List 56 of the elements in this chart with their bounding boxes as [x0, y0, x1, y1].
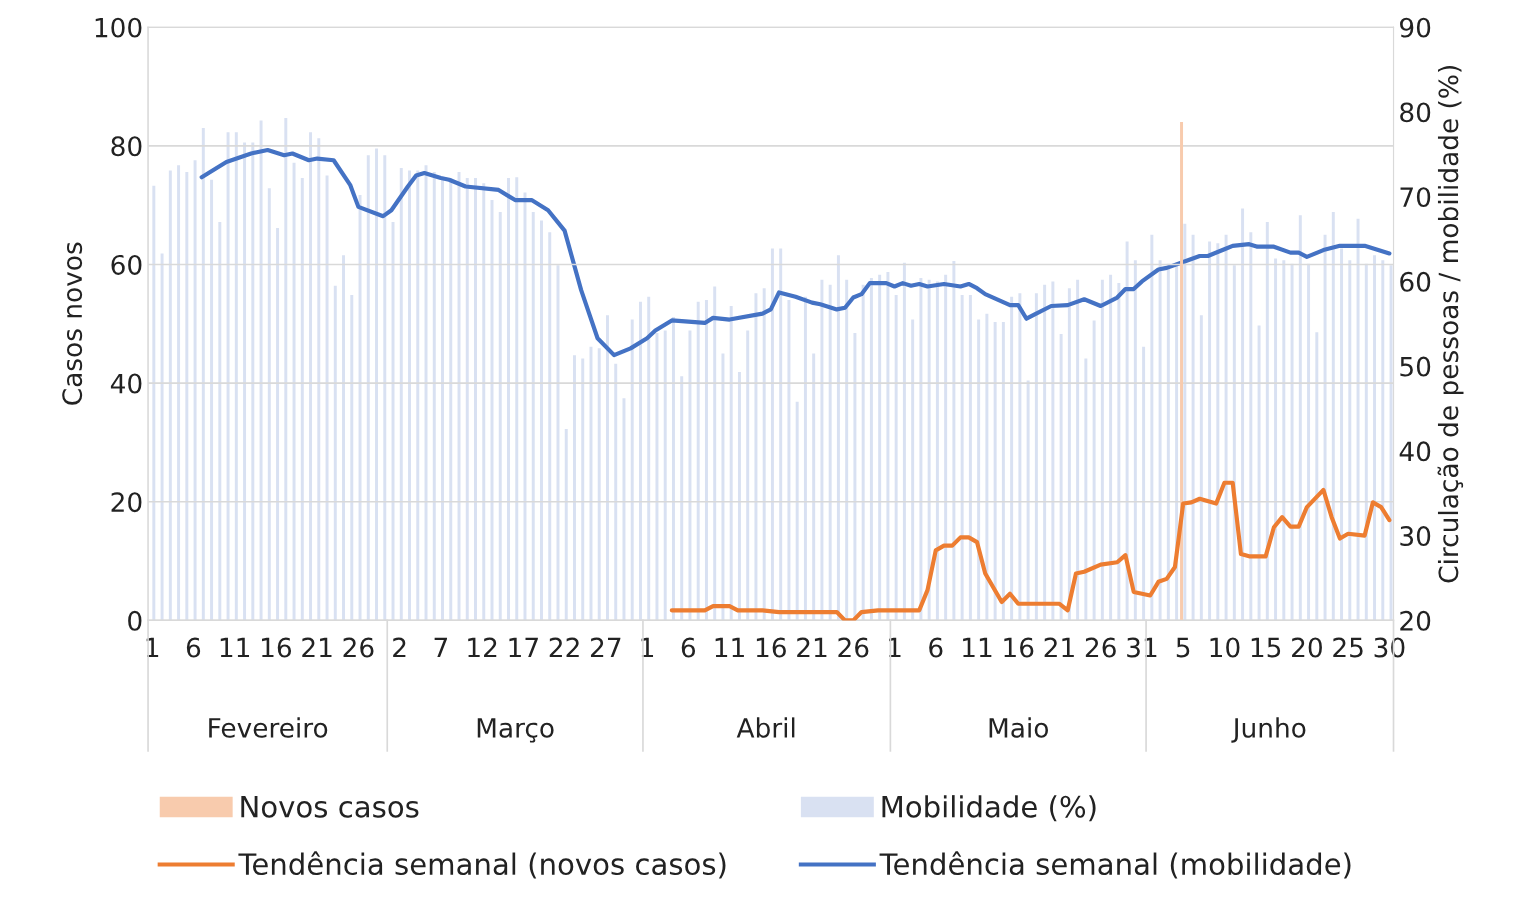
y-tick-label: 20: [111, 492, 142, 513]
legend-label: Tendência semanal (novos casos): [238, 851, 726, 879]
x-tick-label: 16: [756, 637, 786, 658]
y-tick-label: 80: [111, 136, 142, 157]
x-tick-label: 5: [1176, 637, 1190, 658]
x-tick-label: 12: [468, 637, 497, 658]
annotation: Junho: [1231, 717, 1306, 743]
x-tick-label: 27: [590, 637, 621, 658]
x-tick-label: 7: [434, 637, 447, 658]
line-series: [669, 480, 1392, 621]
y2-tick-label: 80: [1400, 102, 1431, 123]
legend-label: Novos casos: [241, 796, 419, 818]
annotation: Abril: [736, 717, 795, 738]
x-tick-label: 25: [1333, 637, 1363, 658]
y-tick-label: 0: [128, 610, 142, 631]
x-tick-label: 1: [641, 637, 654, 658]
y2-tick-label: 90: [1400, 17, 1431, 38]
x-tick-label: 15: [1251, 637, 1281, 658]
x-tick-label: 17: [509, 637, 538, 658]
y2-tick-label: 60: [1400, 271, 1431, 292]
y-axis-title: Casos novos: [62, 242, 83, 405]
x-tick-label: 21: [1044, 637, 1074, 658]
annotation: Março: [477, 718, 554, 743]
x-tick-label: 21: [302, 637, 332, 658]
annotation: Maio: [989, 717, 1048, 738]
x-tick-label: 16: [262, 637, 292, 658]
y-tick-label: 40: [110, 373, 142, 394]
x-tick-label: 11: [715, 637, 744, 658]
x-tick-label: 22: [549, 637, 579, 658]
x-tick-label: 26: [343, 637, 374, 658]
annotation: Fevereiro: [209, 717, 328, 738]
y-tick-label: 100: [95, 17, 142, 38]
x-tick-label: 11: [220, 637, 250, 658]
x-tick-label: 10: [1210, 637, 1240, 658]
x-tick-label: 20: [1292, 637, 1322, 658]
x-tick-label: 26: [1085, 637, 1116, 658]
y2-tick-label: 70: [1400, 187, 1431, 208]
x-tick-label: 16: [1004, 637, 1034, 658]
legend-label: Mobilidade (%): [882, 795, 1096, 822]
y-tick-label: 60: [111, 254, 142, 275]
x-tick-label: 6: [186, 637, 201, 658]
legend-label: Tendência semanal (mobilidade): [879, 851, 1351, 879]
x-tick-label: 2: [393, 637, 406, 658]
x-tick-label: 26: [838, 637, 869, 658]
y2-tick-label: 40: [1399, 441, 1431, 462]
y2-axis-title: Circulação de pessoas / mobilidade (%): [1437, 66, 1464, 583]
x-tick-label: 31: [1127, 637, 1157, 658]
x-tick-label: 11: [963, 637, 992, 658]
y2-tick-label: 30: [1400, 526, 1431, 547]
x-tick-label: 21: [797, 637, 827, 658]
x-tick-label: 6: [929, 637, 943, 658]
x-tick-label: 6: [681, 637, 696, 658]
y2-tick-label: 50: [1400, 356, 1431, 377]
line-series: [199, 147, 1392, 358]
y2-tick-label: 20: [1400, 610, 1431, 631]
x-tick-label: 1: [146, 637, 159, 658]
